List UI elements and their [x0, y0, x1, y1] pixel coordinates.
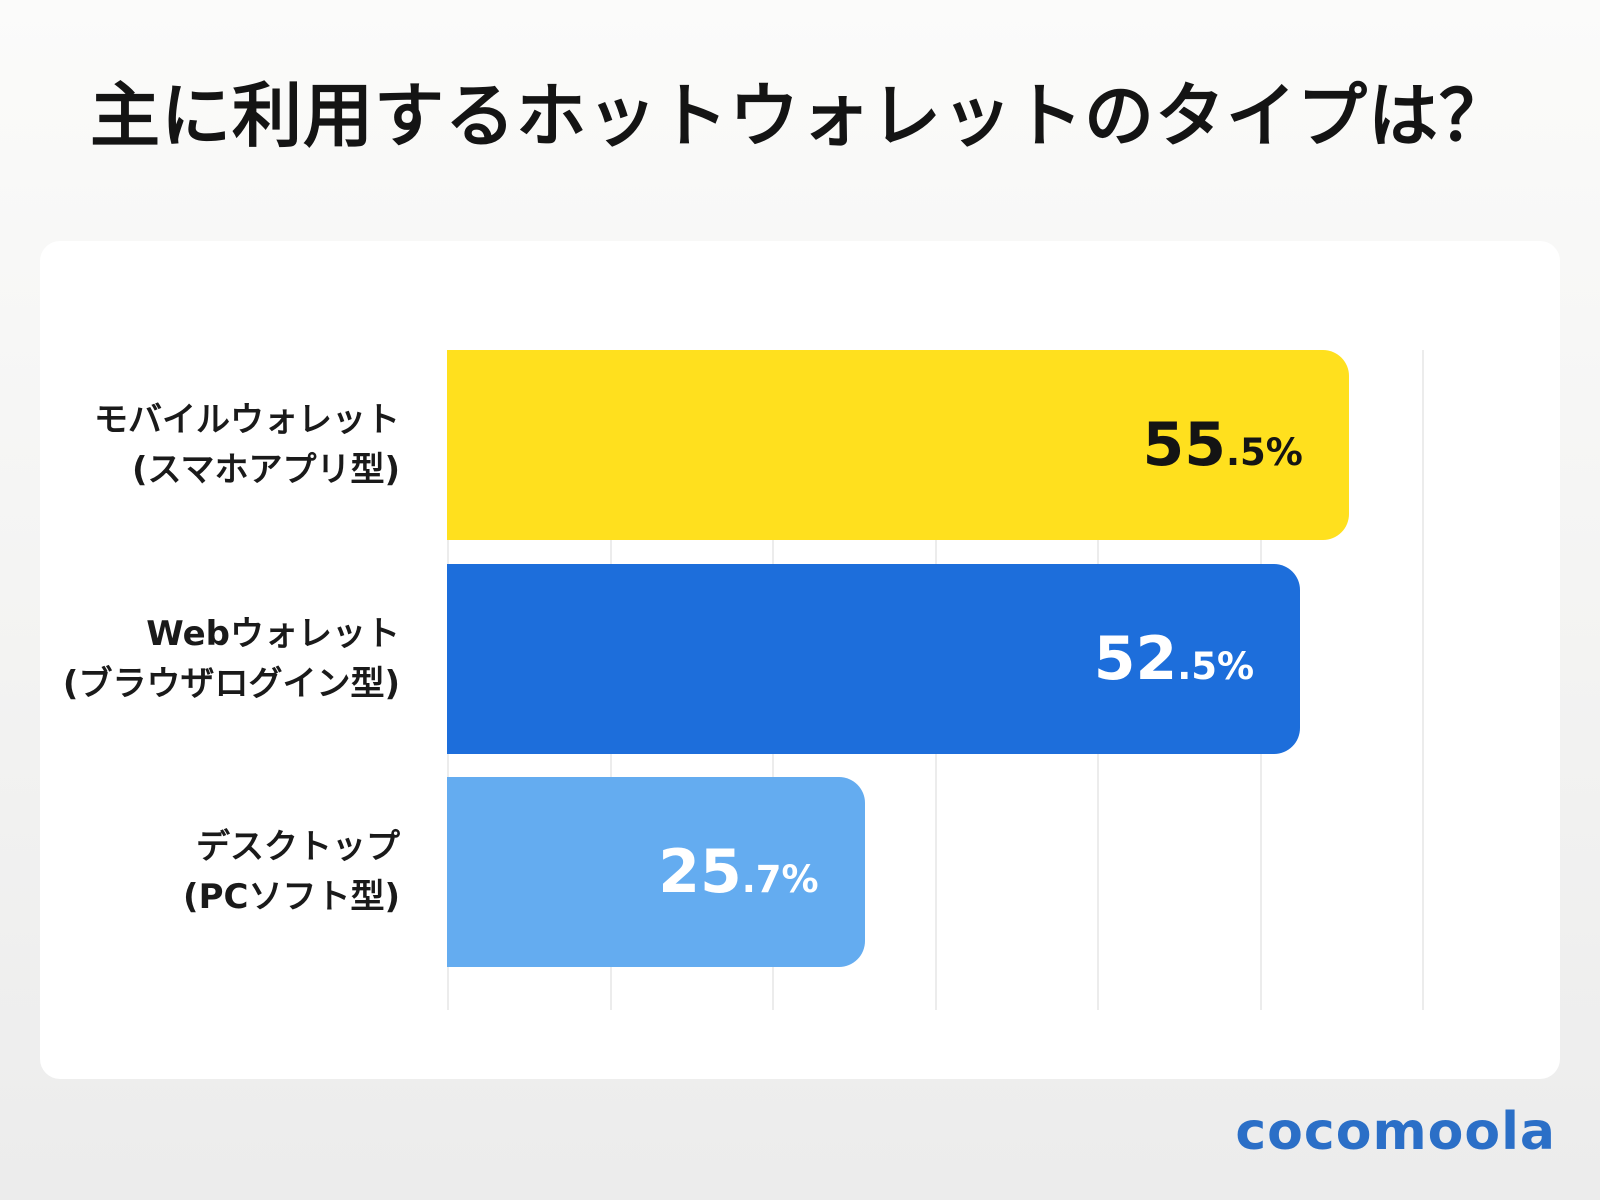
value-fraction: .7%	[741, 858, 819, 901]
bar: 52.5%	[447, 563, 1301, 754]
category-label: Webウォレット (ブラウザログイン型)	[40, 609, 400, 709]
category-label-line: モバイルウォレット	[94, 400, 400, 440]
bar: 55.5%	[447, 350, 1349, 540]
value-integer: 52	[1093, 623, 1178, 694]
value-label: 52.5%	[1094, 624, 1300, 694]
chart-card: モバイルウォレット (スマホアプリ型) 55.5% Webウォレット (ブラウザログイン…	[40, 241, 1560, 1079]
category-label: モバイルウォレット (スマホアプリ型)	[40, 395, 400, 495]
category-label: デスクトップ (PCソフト型)	[40, 822, 400, 922]
bar-row: Webウォレット (ブラウザログイン型) 52.5%	[40, 563, 1560, 754]
category-label-line: (スマホアプリ型)	[131, 450, 400, 490]
bar: 25.7%	[447, 777, 865, 967]
value-fraction: .5%	[1226, 431, 1303, 474]
category-label-line: (PCソフト型)	[183, 877, 400, 917]
bar-row: モバイルウォレット (スマホアプリ型) 55.5%	[40, 350, 1560, 540]
value-integer: 25	[658, 837, 742, 907]
value-label: 55.5%	[1143, 410, 1349, 480]
bar-row: デスクトップ (PCソフト型) 25.7%	[40, 777, 1560, 967]
value-label: 25.7%	[658, 837, 864, 907]
plot-gridline	[1422, 350, 1424, 1010]
category-label-line: (ブラウザログイン型)	[62, 663, 400, 704]
brand-logo: cocomoola	[1235, 1102, 1556, 1162]
category-label-line: Webウォレット	[146, 613, 400, 654]
category-label-line: デスクトップ	[196, 827, 400, 867]
page-title: 主に利用するホットウォレットのタイプは？	[90, 75, 1510, 157]
value-integer: 55	[1142, 410, 1227, 480]
value-fraction: .5%	[1177, 644, 1255, 688]
